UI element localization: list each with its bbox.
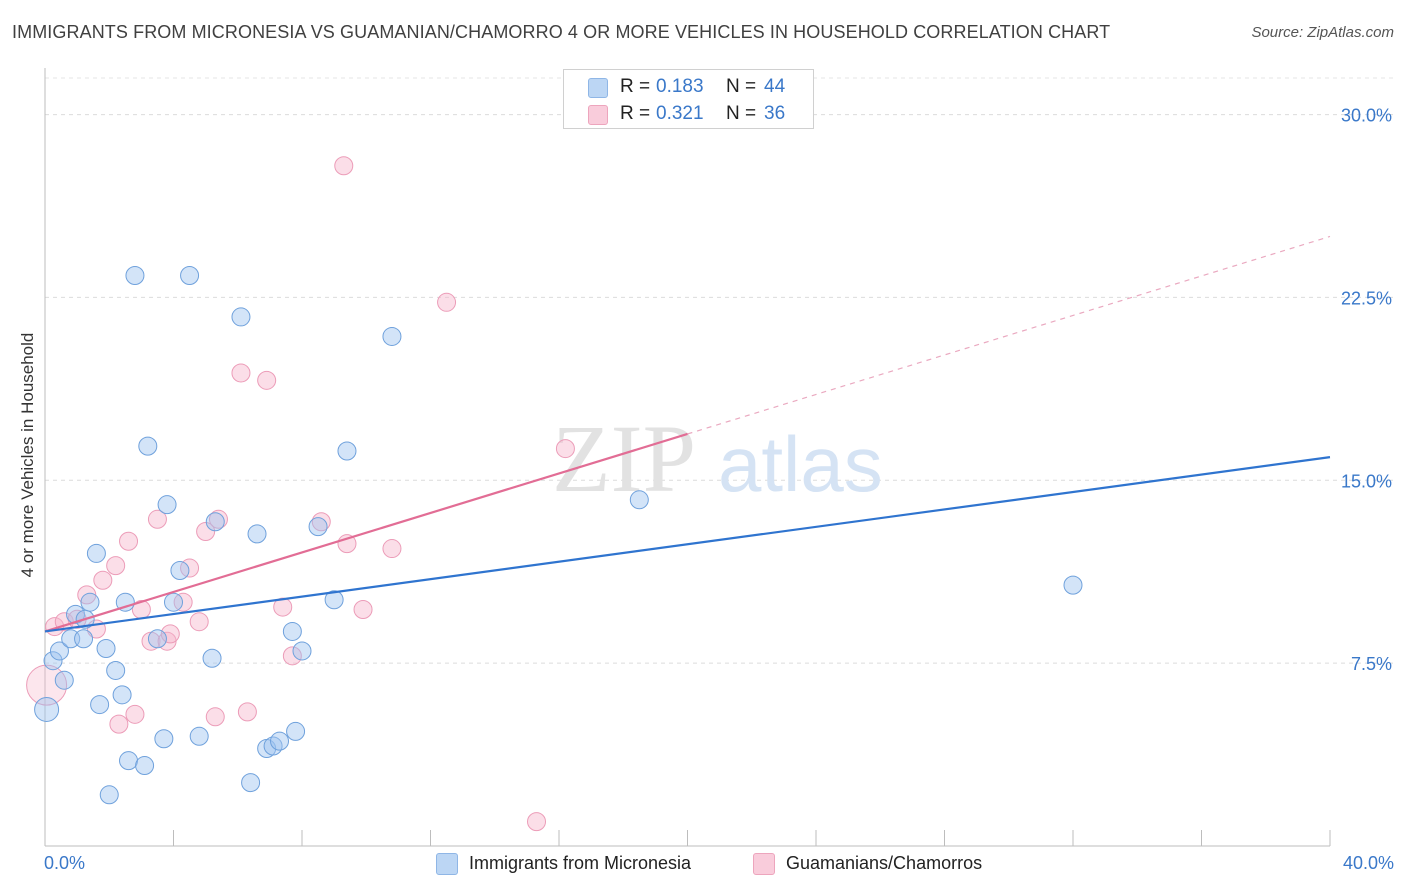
micronesia-point — [157, 495, 177, 515]
guamanian-point — [189, 612, 209, 632]
r-label: R = — [620, 103, 651, 124]
guamanian-point — [382, 539, 402, 559]
micronesia-point — [1063, 575, 1083, 595]
micronesia-point — [382, 326, 402, 346]
micronesia-point — [154, 729, 174, 749]
guamanian-trend-extension — [687, 235, 1331, 435]
source-credit: Source: ZipAtlas.com — [1251, 24, 1394, 41]
micronesia-point — [241, 773, 261, 793]
micronesia-point — [99, 785, 119, 805]
guamanian-point — [231, 363, 251, 383]
chart-title: IMMIGRANTS FROM MICRONESIA VS GUAMANIAN/… — [12, 22, 1111, 42]
n-value: 44 — [764, 76, 786, 97]
micronesia-point — [90, 695, 110, 715]
micronesia-point — [205, 512, 225, 532]
r-value: 0.321 — [656, 103, 704, 124]
guamanian-point — [196, 521, 216, 541]
micronesia-point — [270, 731, 290, 751]
micronesia-point — [54, 670, 74, 690]
guamanian-legend-label: Guamanians/Chamorros — [786, 853, 983, 873]
micronesia-legend-label: Immigrants from Micronesia — [469, 853, 692, 873]
guamanian-point — [273, 597, 293, 617]
micronesia-point — [74, 629, 94, 649]
r-value: 0.183 — [656, 76, 704, 97]
guamanian-point — [119, 531, 139, 551]
guamanian-point — [527, 812, 547, 832]
micronesia-point — [43, 651, 63, 671]
guamanian-point — [237, 702, 257, 722]
guamanian-trend-line — [44, 432, 688, 633]
guamanian-point — [257, 370, 277, 390]
n-value: 36 — [764, 103, 786, 124]
micronesia-point — [231, 307, 251, 327]
y-tick-label: 30.0% — [1341, 106, 1392, 126]
guamanian-point — [282, 646, 302, 666]
micronesia-points — [34, 265, 1083, 805]
micronesia-point — [189, 726, 209, 746]
x-tick-label-min: 0.0% — [44, 853, 85, 873]
micronesia-point — [96, 639, 116, 659]
micronesia-point — [337, 441, 357, 461]
guamanian-point — [125, 704, 145, 724]
guamanian-point — [173, 592, 193, 612]
micronesia-point — [292, 641, 312, 661]
guamanian-legend-swatch — [753, 853, 775, 875]
micronesia-point — [247, 524, 267, 544]
micronesia-point — [34, 696, 60, 722]
guamanian-swatch — [588, 105, 608, 125]
guamanian-point — [109, 714, 129, 734]
micronesia-trend-line — [44, 456, 1331, 633]
watermark-zip: ZIP — [552, 405, 696, 512]
guamanian-point — [205, 707, 225, 727]
guamanian-point — [437, 292, 457, 312]
axes — [44, 68, 1331, 847]
guamanian-point — [208, 509, 228, 529]
micronesia-point — [164, 592, 183, 612]
trend-lines — [44, 235, 1331, 633]
micronesia-point — [202, 648, 222, 668]
micronesia-point — [180, 265, 200, 285]
micronesia-point — [170, 560, 190, 580]
micronesia-point — [138, 436, 158, 456]
micronesia-point — [106, 660, 126, 680]
guamanian-point — [106, 556, 126, 576]
micronesia-point — [86, 543, 106, 563]
correlation-legend: R = 0.183 N = 44 R = 0.321 N = 36 — [563, 69, 814, 129]
micronesia-point — [119, 751, 139, 771]
micronesia-point — [125, 265, 145, 285]
y-tick-label: 15.0% — [1341, 471, 1392, 491]
guamanian-point — [555, 439, 575, 459]
micronesia-point — [263, 736, 283, 756]
guamanian-point — [160, 624, 180, 644]
micronesia-point — [135, 756, 155, 776]
r-label: R = — [620, 76, 651, 97]
guamanian-point — [93, 570, 113, 590]
micronesia-point — [308, 517, 328, 537]
micronesia-point — [115, 592, 135, 612]
guamanian-point — [334, 156, 354, 176]
n-label: N = — [726, 103, 757, 124]
micronesia-point — [324, 590, 344, 610]
micronesia-swatch — [588, 78, 608, 98]
micronesia-point — [629, 490, 649, 510]
n-label: N = — [726, 76, 757, 97]
y-tick-label: 22.5% — [1341, 288, 1392, 308]
micronesia-point — [112, 685, 132, 705]
guamanian-points — [26, 156, 575, 832]
micronesia-point — [49, 641, 69, 661]
micronesia-point — [80, 592, 100, 612]
guamanian-point — [147, 509, 167, 529]
guamanian-point — [353, 600, 373, 620]
watermark: ZIP atlas — [552, 405, 883, 512]
micronesia-point — [282, 621, 302, 641]
watermark-atlas: atlas — [718, 420, 883, 508]
y-tick-label: 7.5% — [1351, 654, 1392, 674]
micronesia-point — [286, 721, 306, 741]
x-tick-label-max: 40.0% — [1343, 853, 1394, 873]
micronesia-legend-swatch — [436, 853, 458, 875]
micronesia-point — [147, 629, 167, 649]
micronesia-point — [66, 604, 86, 624]
tick-labels: 7.5% 15.0% 22.5% 30.0% 0.0% 40.0% — [44, 106, 1394, 873]
